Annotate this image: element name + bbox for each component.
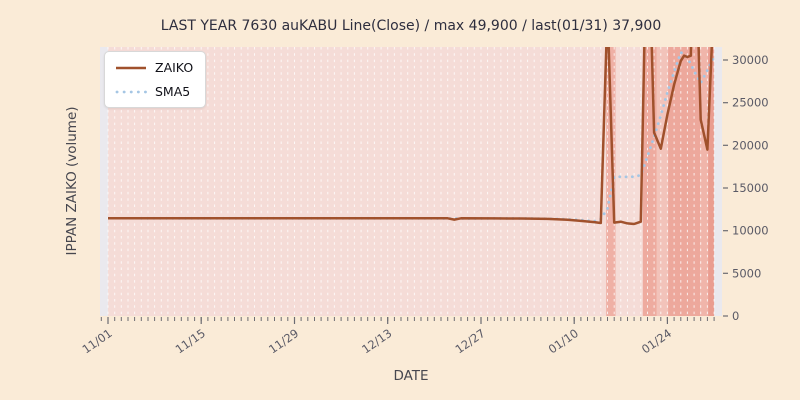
legend-label-zaiko: ZAIKO (155, 60, 194, 75)
x-axis-label: DATE (393, 368, 429, 384)
svg-text:15000: 15000 (732, 181, 769, 195)
chart-title: LAST YEAR 7630 auKABU Line(Close) / max … (160, 18, 662, 34)
svg-text:25000: 25000 (732, 96, 769, 110)
svg-text:10000: 10000 (732, 224, 769, 238)
legend-label-sma5: SMA5 (155, 84, 191, 99)
series-group (108, 47, 716, 226)
y-axis-ticks: 0 5000 10000 15000 20000 25000 30000 (723, 53, 769, 323)
svg-text:0: 0 (732, 309, 739, 323)
y-axis-label: IPPAN ZAIKO (volume) (64, 106, 80, 256)
svg-text:5000: 5000 (732, 266, 761, 280)
zaiko-line-swatch (116, 66, 146, 69)
zaiko-series-line (108, 47, 714, 226)
legend-item-sma5: SMA5 (115, 84, 193, 99)
sma5-dotted-swatch (115, 90, 147, 93)
svg-text:20000: 20000 (732, 138, 769, 152)
legend: ZAIKO SMA5 (104, 51, 207, 108)
svg-text:30000: 30000 (732, 53, 769, 67)
legend-item-zaiko: ZAIKO (115, 60, 193, 75)
